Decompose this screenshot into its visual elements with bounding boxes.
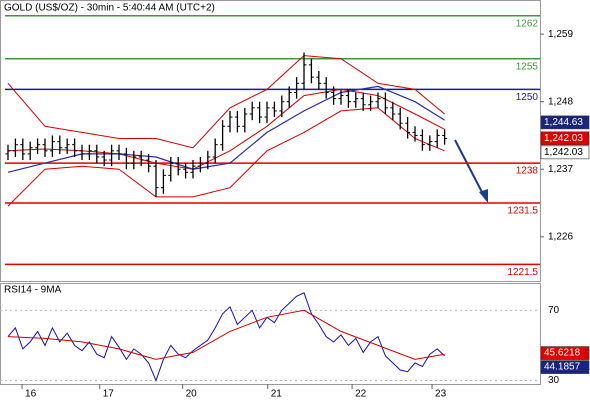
band-upper [7,55,445,149]
rsi-title: RSI14 - 9MA [4,285,62,296]
price-box [540,346,590,360]
y-tick-label: 1,226 [548,231,573,242]
x-tick-label: 23 [435,389,447,400]
arrow-head [479,189,488,203]
y-tick-label: 1,248 [548,96,573,107]
rsi-tick-label: 70 [548,305,560,316]
price-label: 45.6218 [544,348,581,359]
rsi-ma-line [7,309,445,360]
x-tick-label: 17 [103,389,115,400]
main-panel [0,0,541,282]
level-label: 1221.5 [507,267,538,278]
price-box [540,360,590,374]
level-label: 1231.5 [507,206,538,217]
rsi-panel [0,283,541,385]
chart-title: GOLD (US$/OZ) - 30min - 5:40:44 AM (UTC+… [4,3,215,14]
rsi-tick-label: 30 [548,375,560,386]
y-tick-label: 1,259 [548,29,573,40]
price-box [540,115,590,130]
rsi-line [7,292,445,382]
level-label: 1262 [516,18,539,29]
x-tick-label: 20 [186,389,198,400]
level-label: 1238 [516,166,539,177]
level-label: 1250 [516,92,539,103]
level-label: 1255 [516,61,539,72]
price-label: 1,244.63 [544,117,583,128]
price-box [540,145,590,160]
price-label: 44.1857 [544,362,581,373]
price-label: 1,242.03 [544,147,583,158]
x-tick-label: 21 [271,389,283,400]
price-label: 1,242.03 [544,133,583,144]
x-tick-label: 16 [25,389,37,400]
y-tick-label: 1,237 [548,164,573,175]
arrow [454,139,485,197]
x-tick-label: 22 [355,389,367,400]
price-box [540,131,590,146]
